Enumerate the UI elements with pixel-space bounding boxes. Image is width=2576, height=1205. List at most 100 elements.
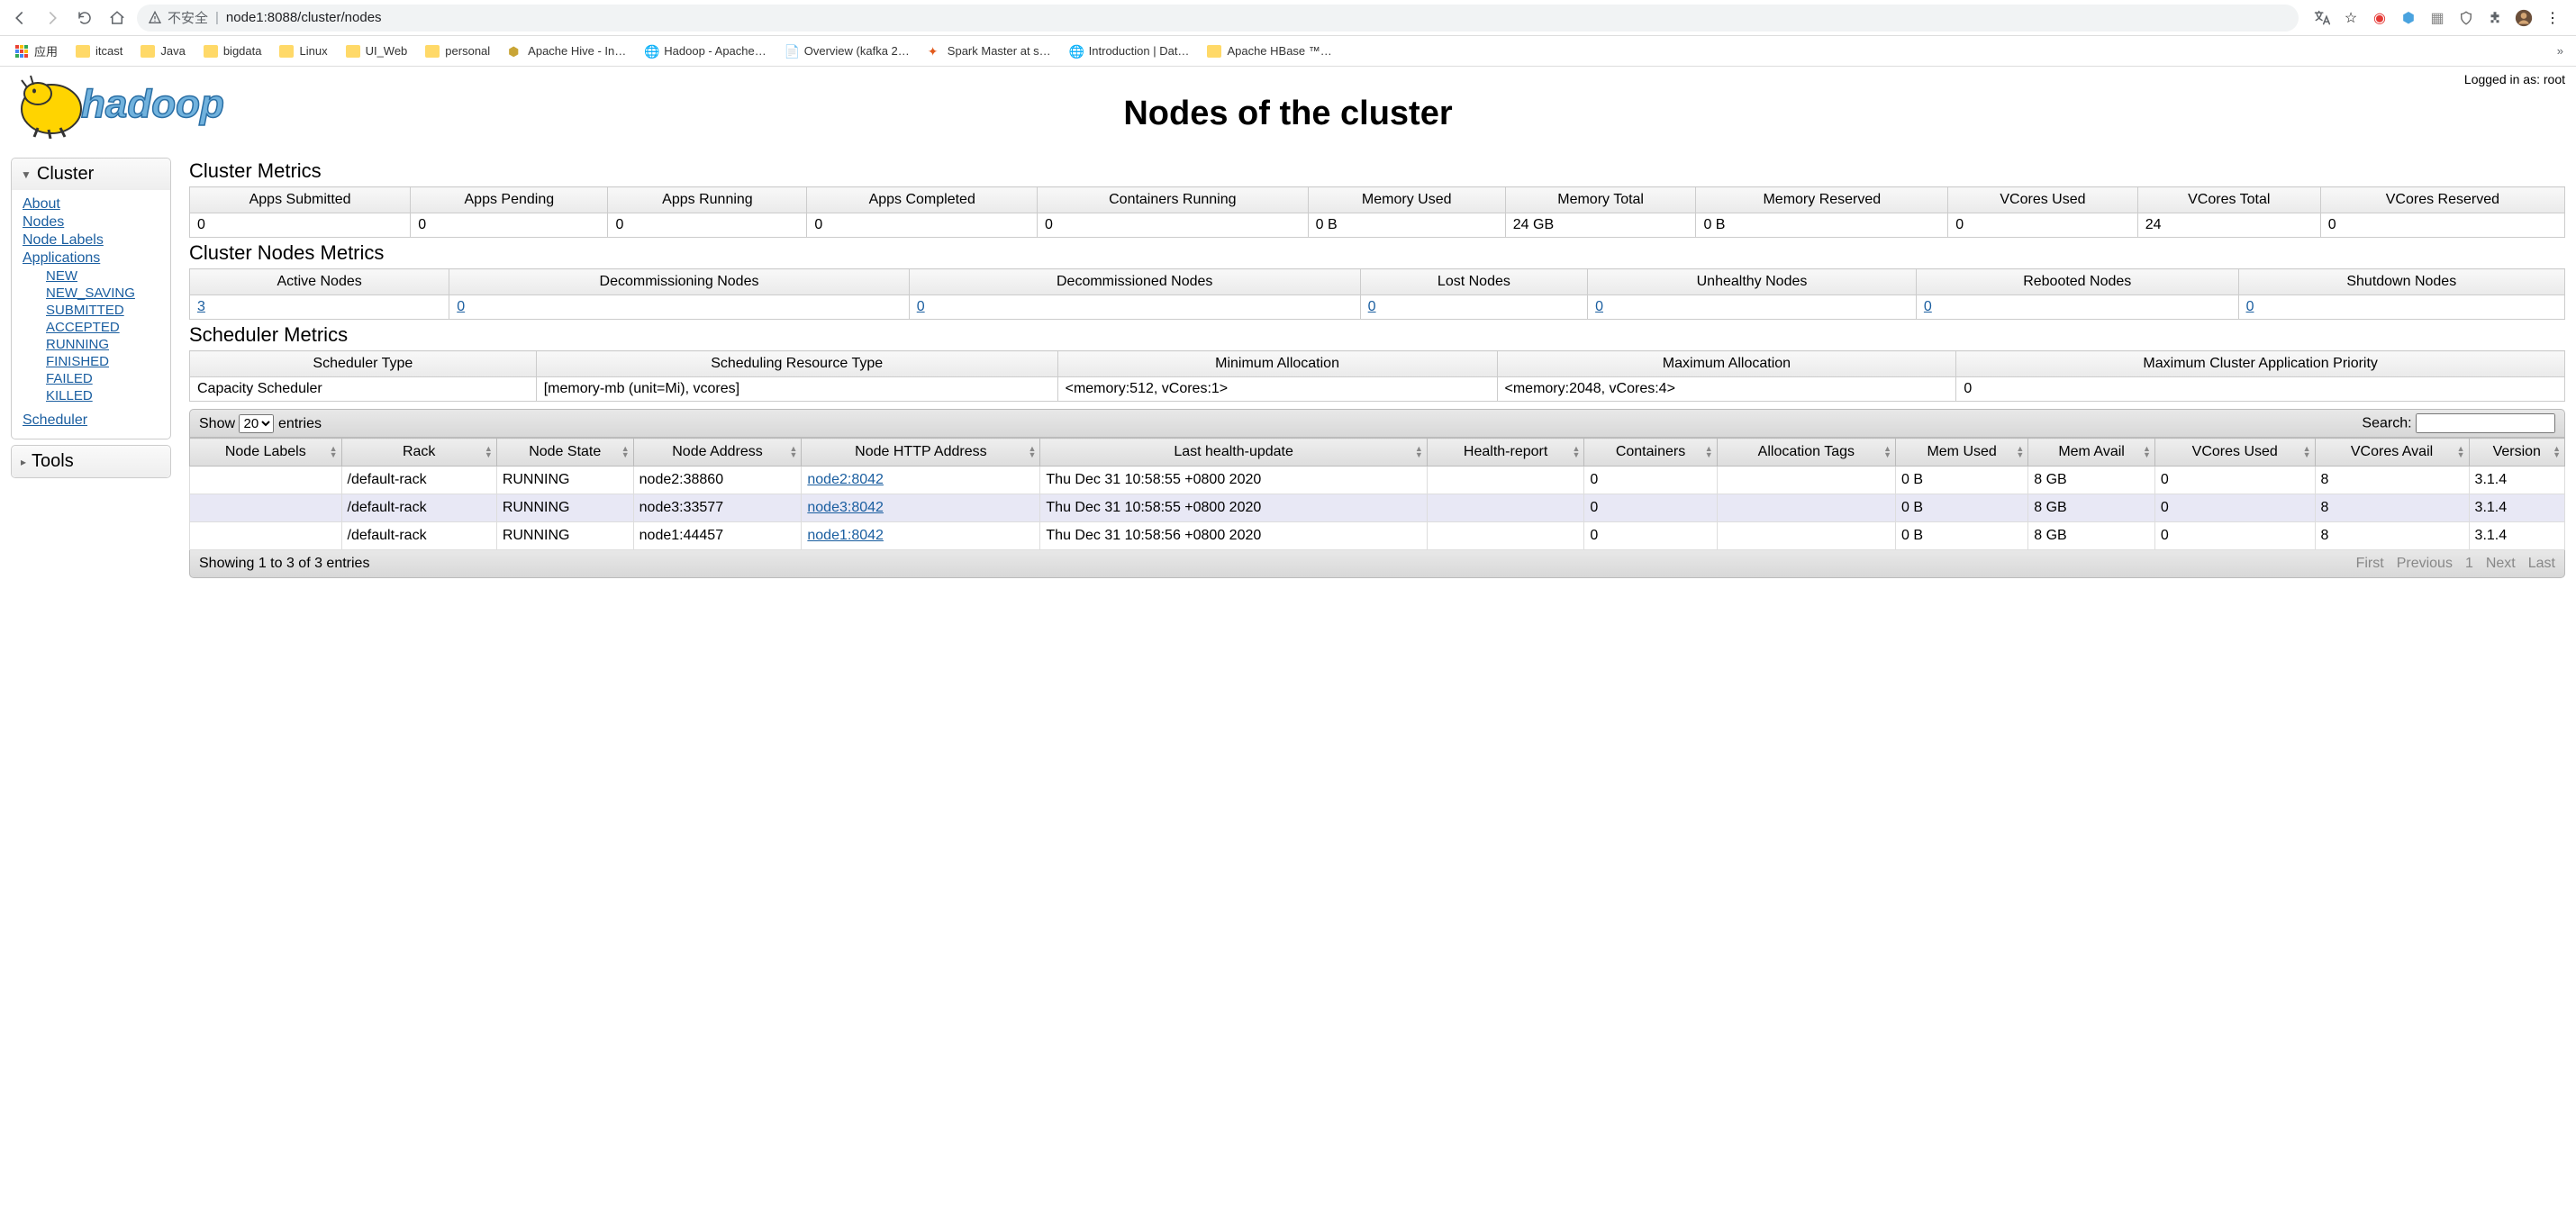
pager-button[interactable]: Last bbox=[2528, 556, 2555, 572]
bookmark-item[interactable]: itcast bbox=[68, 41, 130, 61]
datatable-header[interactable]: Node HTTP Address▲▼ bbox=[802, 439, 1040, 467]
pager-button[interactable]: Next bbox=[2486, 556, 2516, 572]
table-cell[interactable]: node1:8042 bbox=[802, 522, 1040, 550]
pager-button[interactable]: Previous bbox=[2397, 556, 2453, 572]
metrics-cell[interactable]: 0 bbox=[1916, 295, 2238, 320]
bookmark-label: UI_Web bbox=[366, 44, 408, 58]
bookmark-item[interactable]: 📄Overview (kafka 2… bbox=[777, 41, 917, 62]
metrics-header: Lost Nodes bbox=[1360, 269, 1587, 295]
sidebar-appstate-link[interactable]: NEW_SAVING bbox=[46, 285, 159, 302]
bookmark-item[interactable]: Java bbox=[133, 41, 192, 61]
table-row: /default-rackRUNNINGnode3:33577node3:804… bbox=[190, 494, 2565, 522]
bookmark-item[interactable]: bigdata bbox=[196, 41, 269, 61]
sidebar-appstate-link[interactable]: FINISHED bbox=[46, 353, 159, 370]
table-cell bbox=[1427, 522, 1584, 550]
reload-button[interactable] bbox=[72, 5, 97, 31]
table-cell: 3.1.4 bbox=[2469, 494, 2564, 522]
back-button[interactable] bbox=[7, 5, 32, 31]
table-cell: 0 bbox=[2154, 467, 2315, 494]
sidebar-appstate-link[interactable]: ACCEPTED bbox=[46, 319, 159, 336]
ext-icon-1[interactable]: ◉ bbox=[2371, 9, 2389, 27]
datatable-header[interactable]: Node State▲▼ bbox=[496, 439, 633, 467]
sidebar-link-scheduler[interactable]: Scheduler bbox=[23, 412, 87, 430]
sidebar-appstate-link[interactable]: NEW bbox=[46, 267, 159, 285]
datatable-header[interactable]: VCores Used▲▼ bbox=[2154, 439, 2315, 467]
forward-button[interactable] bbox=[40, 5, 65, 31]
metrics-cell[interactable]: 0 bbox=[449, 295, 910, 320]
sidebar-link-nodes[interactable]: Nodes bbox=[23, 213, 159, 231]
star-icon[interactable]: ☆ bbox=[2342, 9, 2360, 27]
bookmark-item[interactable]: 应用 bbox=[7, 39, 65, 63]
pager-button[interactable]: First bbox=[2356, 556, 2384, 572]
datatable-controls: Show 20 entries Search: bbox=[189, 409, 2565, 438]
profile-avatar[interactable] bbox=[2515, 9, 2533, 27]
datatable-header[interactable]: Containers▲▼ bbox=[1584, 439, 1717, 467]
datatable-header[interactable]: Mem Avail▲▼ bbox=[2028, 439, 2155, 467]
sidebar-cluster-header[interactable]: ▼ Cluster bbox=[12, 159, 170, 190]
bookmark-item[interactable]: ⬢Apache Hive - In… bbox=[501, 41, 633, 62]
datatable-header[interactable]: Node Labels▲▼ bbox=[190, 439, 342, 467]
bookmark-item[interactable]: 🌐Hadoop - Apache… bbox=[637, 41, 773, 62]
sidebar-appstate-link[interactable]: FAILED bbox=[46, 370, 159, 387]
metrics-cell[interactable]: 0 bbox=[1360, 295, 1587, 320]
datatable-header[interactable]: Rack▲▼ bbox=[341, 439, 496, 467]
sidebar: ▼ Cluster About Nodes Node Labels Applic… bbox=[11, 158, 171, 578]
table-cell[interactable]: node3:8042 bbox=[802, 494, 1040, 522]
datatable-header[interactable]: Allocation Tags▲▼ bbox=[1717, 439, 1895, 467]
sidebar-tools-header[interactable]: ▸ Tools bbox=[12, 446, 170, 477]
ext-icon-4[interactable] bbox=[2457, 9, 2475, 27]
extensions-icon[interactable] bbox=[2486, 9, 2504, 27]
datatable-header[interactable]: VCores Avail▲▼ bbox=[2315, 439, 2469, 467]
bookmark-item[interactable]: ✦Spark Master at s… bbox=[921, 41, 1058, 62]
metrics-cell[interactable]: 0 bbox=[909, 295, 1360, 320]
sidebar-link-node-labels[interactable]: Node Labels bbox=[23, 231, 159, 249]
ext-icon-2[interactable]: ⬢ bbox=[2399, 9, 2417, 27]
datatable-header[interactable]: Last health-update▲▼ bbox=[1040, 439, 1427, 467]
bookmark-label: Introduction | Dat… bbox=[1089, 44, 1190, 58]
bookmark-item[interactable]: Apache HBase ™… bbox=[1200, 41, 1338, 61]
bookmark-item[interactable]: Linux bbox=[272, 41, 334, 61]
sidebar-appstate-link[interactable]: KILLED bbox=[46, 387, 159, 404]
metrics-header: Decommissioning Nodes bbox=[449, 269, 910, 295]
svg-text:hadoop: hadoop bbox=[81, 82, 224, 126]
metrics-cell[interactable]: 0 bbox=[2238, 295, 2564, 320]
page-size-select[interactable]: 20 bbox=[239, 414, 274, 433]
sidebar-link-about[interactable]: About bbox=[23, 195, 159, 213]
metrics-header: Minimum Allocation bbox=[1057, 351, 1497, 377]
menu-icon[interactable]: ⋮ bbox=[2544, 9, 2562, 27]
sort-icon: ▲▼ bbox=[1883, 446, 1891, 458]
apps-icon bbox=[14, 44, 29, 59]
ext-icon-3[interactable]: ▦ bbox=[2428, 9, 2446, 27]
bookmark-item[interactable]: personal bbox=[418, 41, 497, 61]
nodes-metrics-title: Cluster Nodes Metrics bbox=[189, 241, 2565, 265]
security-text: 不安全 bbox=[168, 8, 208, 27]
sort-icon: ▲▼ bbox=[1028, 446, 1036, 458]
datatable-header[interactable]: Node Address▲▼ bbox=[633, 439, 802, 467]
table-cell: 0 bbox=[1584, 522, 1717, 550]
pager-button[interactable]: 1 bbox=[2465, 556, 2473, 572]
translate-icon[interactable] bbox=[2313, 9, 2331, 27]
metrics-cell: <memory:512, vCores:1> bbox=[1057, 377, 1497, 402]
bookmarks-overflow[interactable]: » bbox=[2552, 44, 2569, 58]
metrics-cell[interactable]: 0 bbox=[1588, 295, 1917, 320]
sidebar-link-applications[interactable]: Applications bbox=[23, 249, 159, 267]
metrics-header: Decommissioned Nodes bbox=[909, 269, 1360, 295]
address-bar[interactable]: 不安全 | node1:8088/cluster/nodes bbox=[137, 5, 2299, 32]
table-cell[interactable]: node2:8042 bbox=[802, 467, 1040, 494]
sidebar-appstate-link[interactable]: SUBMITTED bbox=[46, 302, 159, 319]
metrics-cell[interactable]: 3 bbox=[190, 295, 449, 320]
metrics-cell: Capacity Scheduler bbox=[190, 377, 537, 402]
bookmark-label: Spark Master at s… bbox=[948, 44, 1051, 58]
metrics-header: Apps Pending bbox=[411, 187, 608, 213]
datatable-header[interactable]: Health-report▲▼ bbox=[1427, 439, 1584, 467]
datatable-header[interactable]: Version▲▼ bbox=[2469, 439, 2564, 467]
bookmark-item[interactable]: UI_Web bbox=[339, 41, 415, 61]
datatable-header[interactable]: Mem Used▲▼ bbox=[1896, 439, 2028, 467]
search-input[interactable] bbox=[2416, 413, 2555, 433]
bookmark-item[interactable]: 🌐Introduction | Dat… bbox=[1062, 41, 1197, 62]
home-button[interactable] bbox=[104, 5, 130, 31]
sidebar-appstate-link[interactable]: RUNNING bbox=[46, 336, 159, 353]
table-cell: /default-rack bbox=[341, 494, 496, 522]
bookmark-label: Hadoop - Apache… bbox=[664, 44, 766, 58]
folder-icon bbox=[204, 45, 218, 58]
